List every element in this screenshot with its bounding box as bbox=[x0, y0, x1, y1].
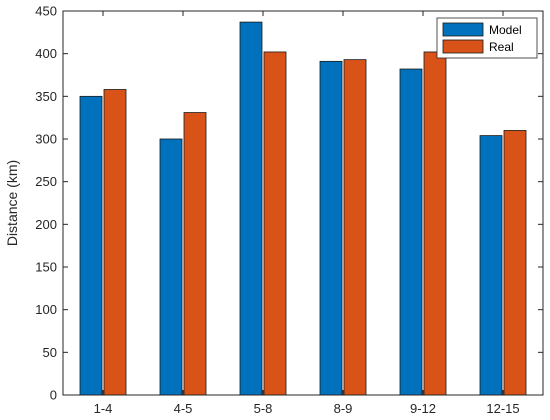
plot-frame bbox=[62, 10, 544, 396]
legend-swatch-model bbox=[442, 22, 484, 37]
bar-real-5-8 bbox=[263, 51, 287, 396]
x-tick-label: 9-12 bbox=[410, 401, 436, 416]
bar-real-1-4 bbox=[103, 89, 127, 396]
bar-model-12-15 bbox=[479, 135, 503, 396]
x-tick-label: 12-15 bbox=[486, 401, 519, 416]
x-tick-label: 8-9 bbox=[334, 401, 353, 416]
legend-swatch-real bbox=[442, 39, 484, 54]
legend: Model Real bbox=[436, 17, 538, 59]
y-tick-label: 150 bbox=[35, 260, 57, 275]
bar-model-4-5 bbox=[159, 138, 183, 396]
bars-group bbox=[79, 21, 527, 396]
y-axis-ticks: 0 50 100 150 200 250 300 350 400 450 bbox=[35, 4, 543, 403]
y-axis-label: Distance (km) bbox=[4, 160, 20, 246]
x-tick-label: 5-8 bbox=[254, 401, 273, 416]
y-tick-label: 250 bbox=[35, 174, 57, 189]
plot-background bbox=[63, 11, 543, 395]
y-tick-label: 200 bbox=[35, 217, 57, 232]
bar-model-9-12 bbox=[399, 68, 423, 396]
bar-real-12-15 bbox=[503, 130, 527, 396]
y-tick-label: 300 bbox=[35, 132, 57, 147]
bar-model-5-8 bbox=[239, 21, 263, 396]
y-tick-label: 50 bbox=[43, 345, 57, 360]
y-tick-label: 400 bbox=[35, 46, 57, 61]
y-tick-label: 0 bbox=[50, 388, 57, 403]
x-tick-label: 1-4 bbox=[94, 401, 113, 416]
y-tick-label: 450 bbox=[35, 4, 57, 19]
bar-real-4-5 bbox=[183, 112, 207, 396]
bar-model-1-4 bbox=[79, 95, 103, 396]
bar-real-8-9 bbox=[343, 59, 367, 396]
x-axis-ticks: 1-4 4-5 5-8 8-9 9-12 12-15 bbox=[94, 11, 520, 416]
legend-label-model: Model bbox=[489, 23, 522, 37]
bar-model-8-9 bbox=[319, 60, 343, 396]
legend-label-real: Real bbox=[489, 40, 514, 54]
y-tick-label: 350 bbox=[35, 89, 57, 104]
x-tick-label: 4-5 bbox=[174, 401, 193, 416]
y-tick-label: 100 bbox=[35, 302, 57, 317]
bar-real-9-12 bbox=[423, 51, 447, 396]
